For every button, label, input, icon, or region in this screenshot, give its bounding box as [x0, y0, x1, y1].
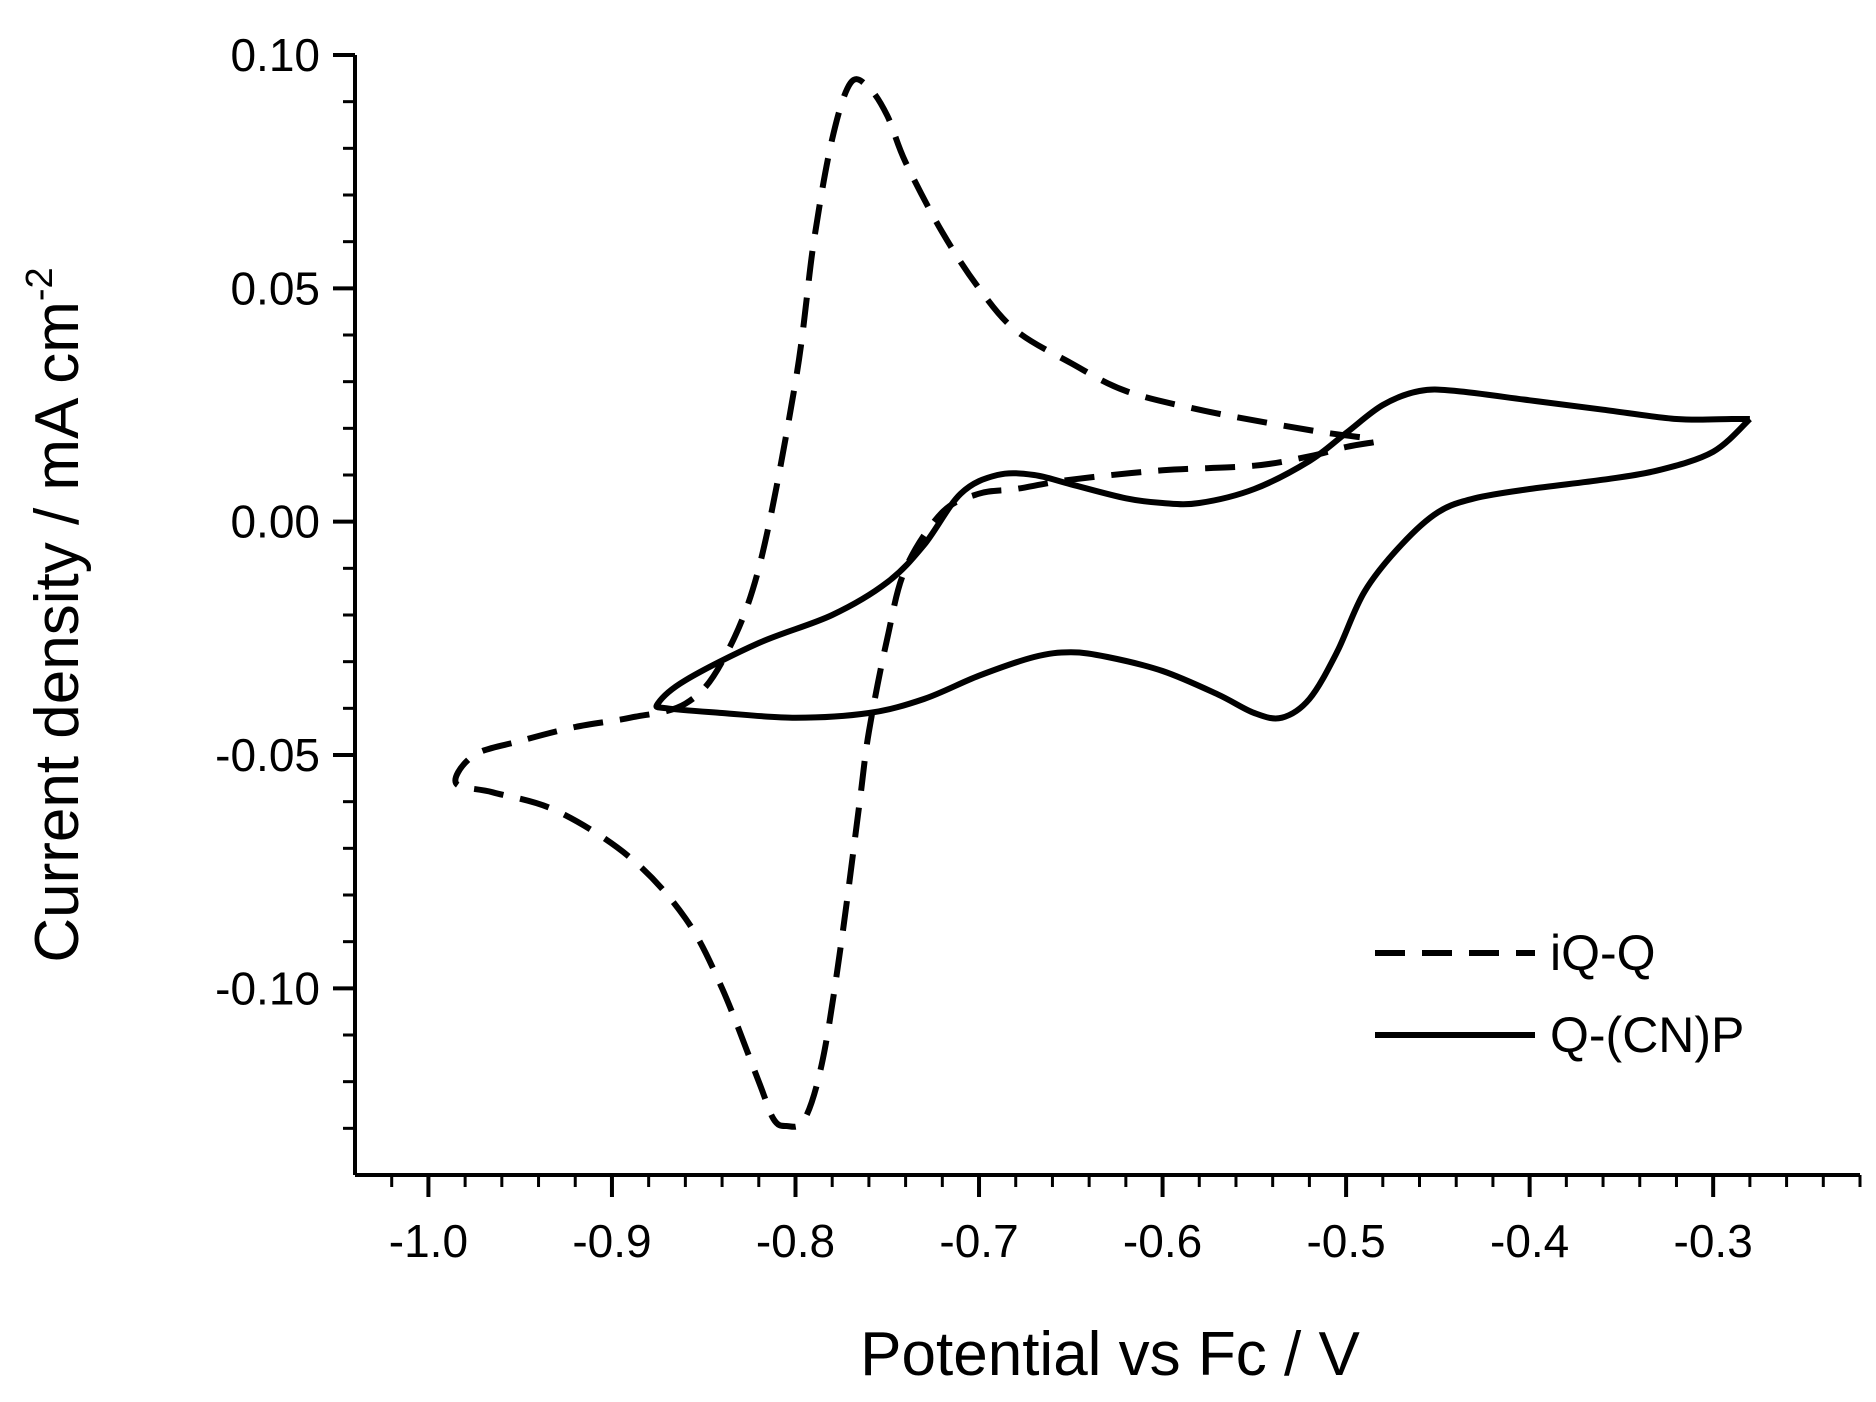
y-axis-title-superscript: -2	[19, 267, 61, 301]
series-line-iq-q	[452, 76, 1375, 1130]
y-tick-label: 0.10	[230, 29, 320, 81]
x-tick-labels: -1.0 -0.9 -0.8 -0.7 -0.6 -0.5 -0.4 -0.3	[389, 1215, 1753, 1267]
x-tick-label: -0.7	[939, 1215, 1018, 1267]
y-tick-labels: 0.10 0.05 0.00 -0.05 -0.10	[215, 29, 320, 1014]
y-tick-label: -0.10	[215, 962, 320, 1014]
y-tick-label: 0.05	[230, 262, 320, 314]
axes: -1.0 -0.9 -0.8 -0.7 -0.6 -0.5 -0.4 -0.3 0.10 0.0…	[215, 29, 1862, 1267]
x-tick-label: -0.5	[1306, 1215, 1385, 1267]
x-tick-label: -0.8	[756, 1215, 835, 1267]
series-line-q-cn-p	[653, 386, 1752, 722]
x-tick-label: -0.4	[1490, 1215, 1569, 1267]
x-axis-title: Potential vs Fc / V	[860, 1320, 1360, 1389]
series-layer	[452, 76, 1752, 1130]
x-tick-label: -1.0	[389, 1215, 468, 1267]
legend-label-iq-q: iQ-Q	[1550, 925, 1656, 981]
x-ticks	[390, 1175, 1862, 1197]
y-axis-title-main: Current density / mA cm	[23, 301, 92, 963]
legend-label-q-cn-p: Q-(CN)P	[1550, 1007, 1744, 1063]
legend: iQ-Q Q-(CN)P	[1375, 925, 1744, 1063]
y-ticks	[333, 53, 355, 1130]
x-tick-label: -0.9	[572, 1215, 651, 1267]
y-tick-label: 0.00	[230, 496, 320, 548]
y-tick-label: -0.05	[215, 729, 320, 781]
y-axis-title: Current density / mA cm-2	[19, 267, 92, 962]
x-tick-label: -0.6	[1123, 1215, 1202, 1267]
x-tick-label: -0.3	[1674, 1215, 1753, 1267]
